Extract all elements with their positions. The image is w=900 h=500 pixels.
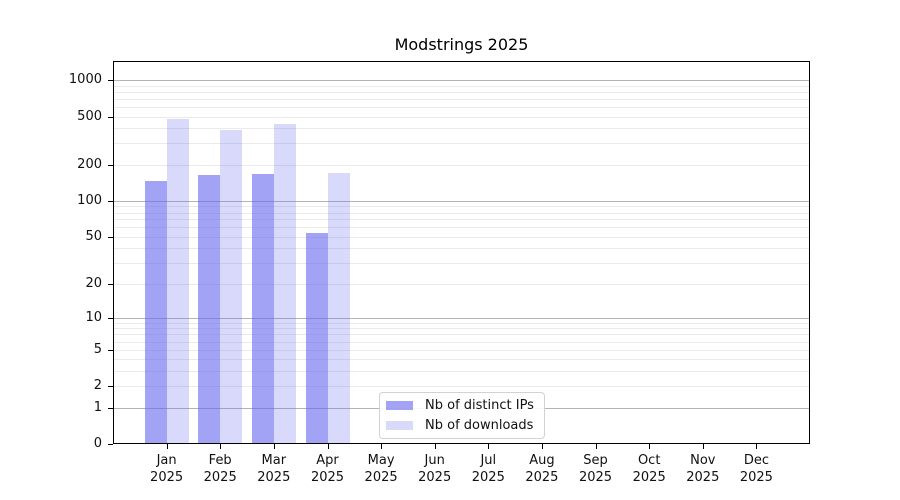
x-tick-mark (273, 444, 275, 449)
y-tick-mark (108, 407, 113, 409)
y-tick-mark (108, 236, 113, 238)
minor-gridline (113, 248, 810, 250)
legend-label: Nb of distinct IPs (425, 398, 534, 413)
x-tick-mark (166, 444, 168, 449)
minor-gridline (113, 212, 810, 214)
x-tick-mark (327, 444, 329, 449)
bar-distinct-ips-feb (198, 175, 221, 444)
bar-downloads-mar (273, 123, 296, 444)
legend: Nb of distinct IPs Nb of downloads (379, 392, 545, 439)
minor-gridline (113, 206, 810, 208)
minor-gridline (113, 227, 810, 229)
minor-gridline (113, 143, 810, 145)
minor-gridline (113, 359, 810, 361)
x-tick-label: Sep 2025 (578, 453, 613, 485)
y-tick-label: 5 (93, 341, 102, 357)
minor-gridline (113, 341, 810, 343)
x-tick-mark (649, 444, 651, 449)
legend-swatch-distinct-ips (386, 401, 413, 410)
x-tick-label: Jan 2025 (150, 453, 184, 485)
major-gridline (113, 80, 810, 81)
y-tick-mark (108, 444, 113, 445)
minor-gridline (113, 98, 810, 100)
y-tick-label: 50 (85, 228, 102, 244)
minor-gridline (113, 219, 810, 221)
chart-title: Modstrings 2025 (394, 35, 529, 54)
y-tick-label: 100 (77, 192, 102, 208)
y-tick-label: 500 (77, 108, 102, 124)
y-tick-label: 20 (85, 275, 102, 291)
bar-downloads-feb (220, 129, 243, 444)
y-tick-mark (108, 116, 113, 118)
y-tick-label: 2 (93, 378, 102, 394)
bar-distinct-ips-mar (251, 173, 274, 444)
y-tick-label: 200 (77, 156, 102, 172)
minor-gridline (113, 116, 810, 118)
x-tick-mark (488, 444, 490, 449)
x-tick-mark (702, 444, 704, 449)
y-tick-label: 1000 (68, 72, 102, 87)
x-tick-mark (756, 444, 758, 449)
y-tick-mark (108, 80, 113, 81)
y-tick-label: 1 (93, 399, 102, 415)
y-tick-label: 0 (93, 436, 102, 451)
x-tick-label: Aug 2025 (525, 453, 559, 485)
x-tick-label: Jun 2025 (418, 453, 452, 485)
x-tick-mark (381, 444, 383, 449)
bar-downloads-apr (327, 173, 350, 444)
x-tick-label: Mar 2025 (257, 453, 291, 485)
x-tick-mark (220, 444, 222, 449)
x-tick-mark (434, 444, 436, 449)
minor-gridline (113, 85, 810, 87)
minor-gridline (113, 106, 810, 108)
legend-swatch-downloads (386, 421, 413, 430)
y-tick-mark (108, 317, 113, 319)
y-tick-mark (108, 386, 113, 388)
minor-gridline (113, 283, 810, 285)
y-tick-label: 10 (85, 309, 102, 325)
x-tick-label: Nov 2025 (686, 453, 720, 485)
plot-border (113, 61, 810, 444)
bar-distinct-ips-apr (305, 232, 328, 444)
bar-distinct-ips-jan (144, 180, 167, 444)
x-tick-mark (541, 444, 543, 449)
minor-gridline (113, 322, 810, 324)
x-tick-label: Jul 2025 (471, 453, 505, 485)
minor-gridline (113, 371, 810, 372)
minor-gridline (113, 91, 810, 93)
y-tick-mark (108, 164, 113, 166)
legend-label: Nb of downloads (425, 418, 534, 433)
legend-item: Nb of downloads (386, 417, 534, 434)
minor-gridline (113, 128, 810, 130)
x-tick-label: Dec 2025 (739, 453, 773, 485)
legend-item: Nb of distinct IPs (386, 397, 534, 414)
y-tick-mark (108, 283, 113, 285)
minor-gridline (113, 164, 810, 166)
x-tick-label: May 2025 (364, 453, 398, 485)
minor-gridline (113, 236, 810, 238)
x-tick-label: Oct 2025 (632, 453, 666, 485)
minor-gridline (113, 349, 810, 351)
x-tick-label: Apr 2025 (310, 453, 345, 485)
major-gridline (113, 317, 810, 319)
y-tick-mark (108, 200, 113, 202)
bar-downloads-jan (166, 118, 189, 444)
x-tick-label: Feb 2025 (203, 453, 237, 485)
minor-gridline (113, 386, 810, 388)
y-tick-mark (108, 349, 113, 351)
major-gridline (113, 200, 810, 202)
minor-gridline (113, 334, 810, 336)
minor-gridline (113, 263, 810, 265)
x-tick-mark (595, 444, 597, 449)
minor-gridline (113, 328, 810, 330)
